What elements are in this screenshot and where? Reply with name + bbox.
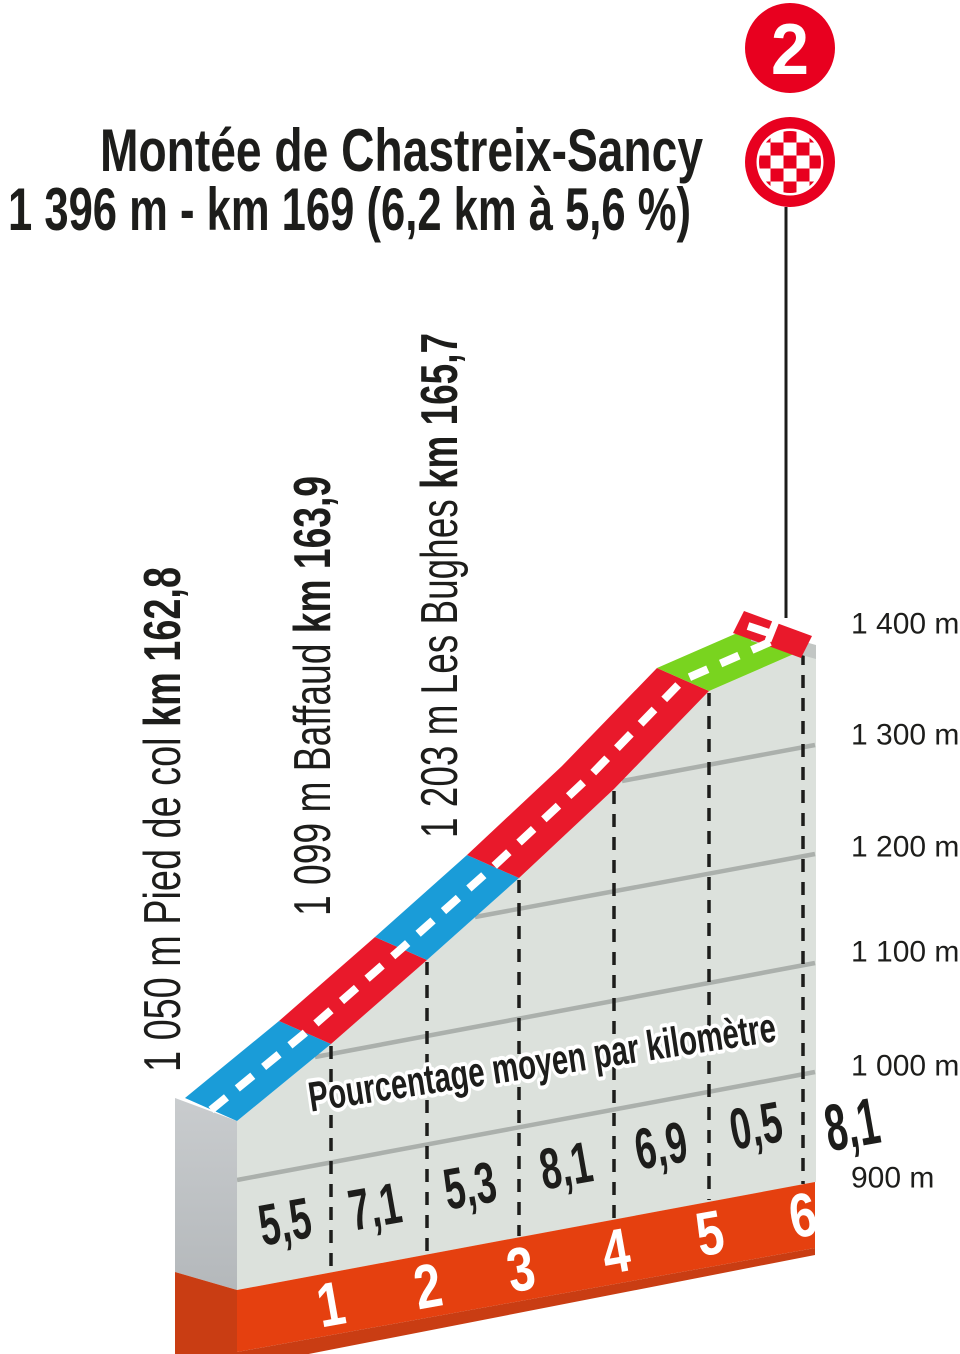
summit-checkered-icon: [745, 117, 835, 207]
km-dashed-lines: [329, 652, 805, 1272]
gradient-km5: 6,9: [630, 1109, 692, 1182]
title-block: Montée de Chastreix-Sancy 1 396 m - km 1…: [8, 117, 703, 243]
waypoint-name: 1 050 m Pied de col: [134, 727, 192, 1072]
gridline-1300m: [621, 742, 816, 784]
waypoint-label-pied-de-col: 1 050 m Pied de col km 162,8: [134, 567, 192, 1072]
gradient-final: 8,1: [819, 1083, 885, 1165]
summit-slash-mark: [764, 614, 782, 643]
hill-left-face: [175, 1098, 237, 1290]
waypoint-label-les-bughes: 1 203 m Les Bughes km 165,7: [411, 333, 469, 838]
category-badge-circle: [745, 3, 835, 93]
waypoint-labels: 1 050 m Pied de col km 162,8 1 099 m Baf…: [134, 333, 469, 1072]
gradient-km2: 7,1: [344, 1170, 406, 1243]
waypoint-name: 1 203 m Les Bughes: [411, 489, 469, 838]
category-badge-number: 2: [771, 10, 809, 90]
page-subtitle: 1 396 m - km 169 (6,2 km à 5,6 %): [8, 176, 691, 243]
gridline-1000m: [236, 1069, 816, 1183]
axis-label-900: 900 m: [851, 1162, 934, 1195]
axis-label-1200: 1 200 m: [851, 831, 959, 864]
gradient-km3: 5,3: [439, 1149, 501, 1222]
crest-centerline-dash: [746, 622, 771, 637]
waypoint-km: km 163,9: [284, 476, 342, 633]
axis-label-1400: 1 400 m: [851, 608, 959, 641]
road-ribbon: [185, 611, 816, 1121]
waypoint-label-baffaud: 1 099 m Baffaud km 163,9: [284, 476, 342, 916]
elevation-gridlines: [236, 742, 816, 1183]
base-left-face: [175, 1272, 237, 1354]
hill-body: [237, 645, 816, 1290]
elevation-axis-labels: 1 400 m 1 300 m 1 200 m 1 100 m 1 000 m …: [851, 608, 959, 1195]
road-centerline: [208, 635, 779, 1114]
page-title: Montée de Chastreix-Sancy: [100, 117, 703, 184]
axis-label-1300: 1 300 m: [851, 719, 959, 752]
gradient-km4: 8,1: [535, 1129, 597, 1202]
gradient-km6: 0,5: [725, 1089, 787, 1162]
waypoint-km: km 165,7: [411, 333, 469, 489]
waypoint-km: km 162,8: [134, 567, 192, 727]
gradient-km1: 5,5: [254, 1185, 316, 1258]
base-underside-face: [237, 1248, 815, 1354]
base-front-face: [237, 1182, 815, 1352]
axis-label-1000: 1 000 m: [851, 1050, 959, 1083]
gridline-1100m: [314, 960, 816, 1060]
waypoint-name: 1 099 m Baffaud: [284, 633, 342, 916]
axis-label-1100: 1 100 m: [851, 936, 959, 969]
gridline-1200m: [474, 851, 816, 920]
checker-pattern: [759, 131, 821, 193]
category-badge: 2: [745, 3, 835, 93]
gradient-values: 5,5 7,1 5,3 8,1 6,9 0,5 8,1: [254, 1083, 885, 1259]
